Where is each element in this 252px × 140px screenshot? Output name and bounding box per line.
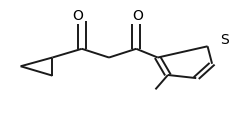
Text: O: O	[132, 9, 143, 23]
Text: S: S	[220, 33, 229, 47]
Text: O: O	[72, 9, 83, 23]
